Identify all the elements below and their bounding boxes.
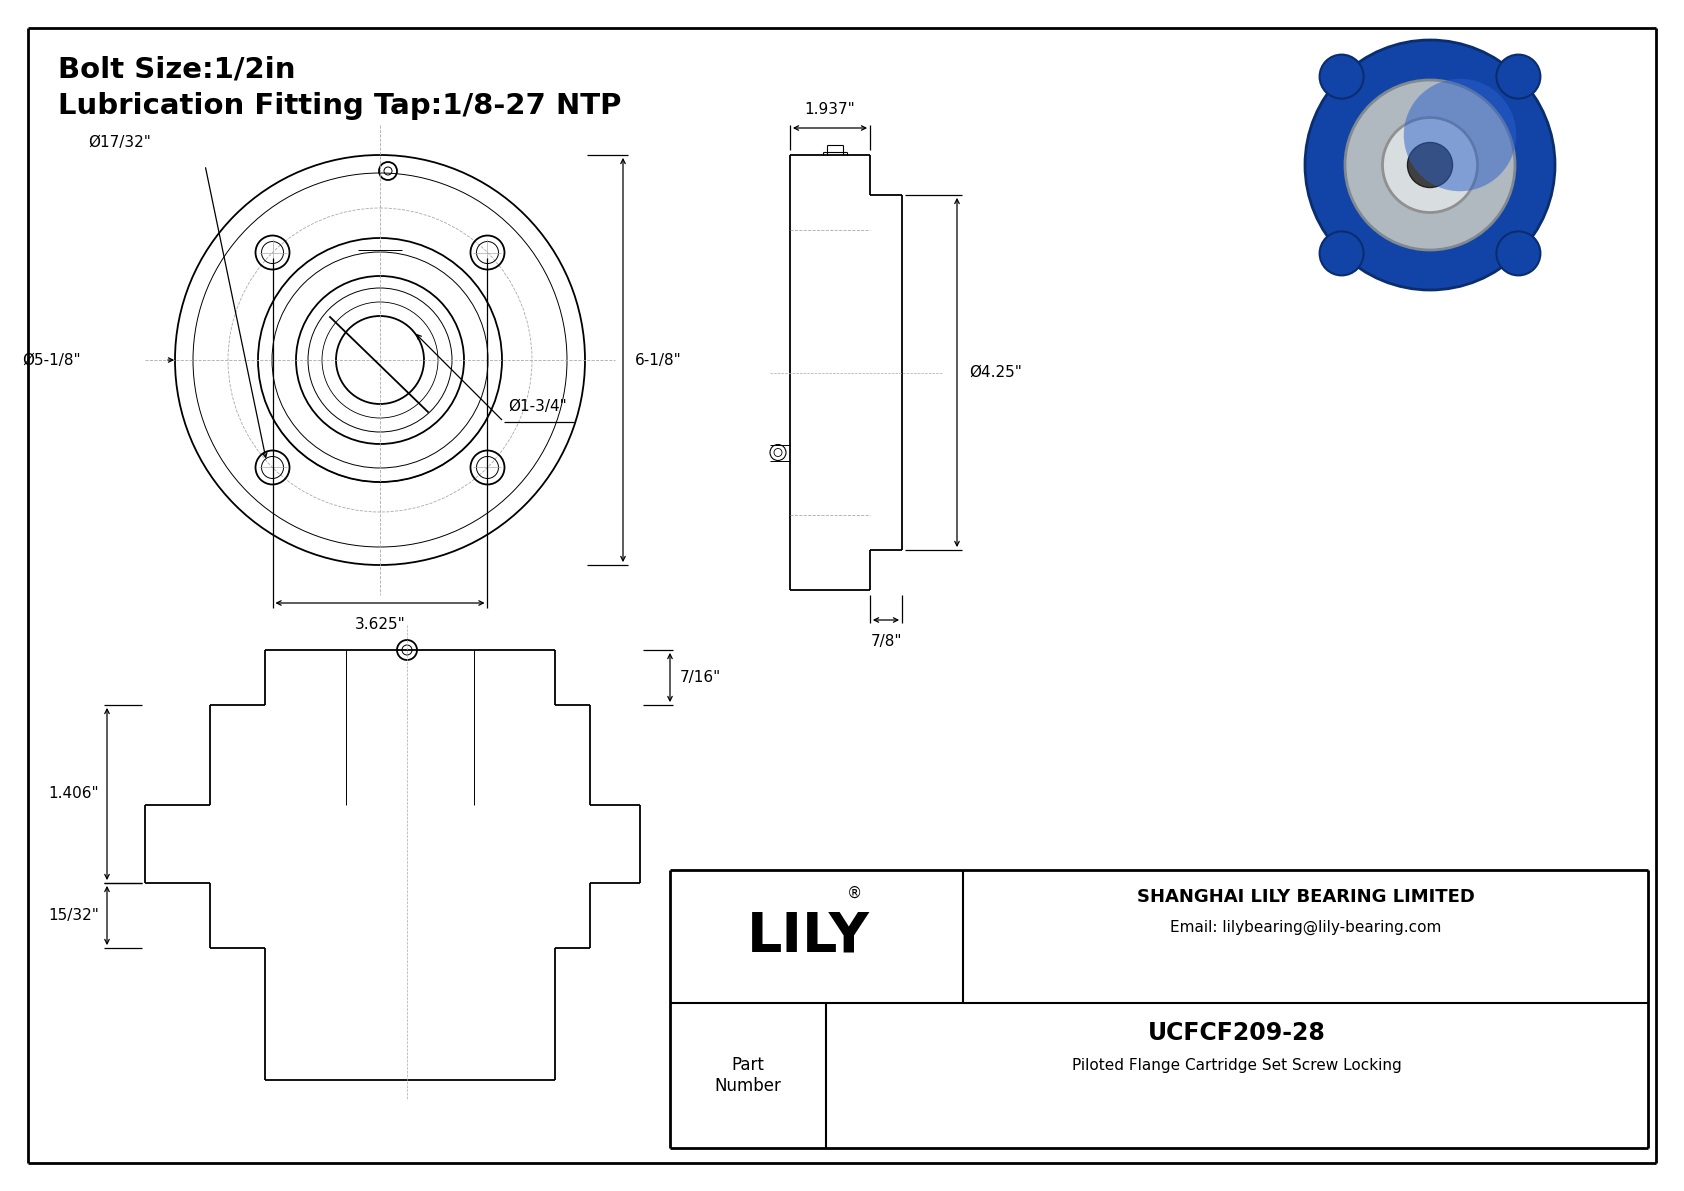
Text: 1.937": 1.937" xyxy=(805,102,855,117)
Circle shape xyxy=(1408,143,1453,187)
Circle shape xyxy=(1497,55,1541,99)
Text: UCFCF209-28: UCFCF209-28 xyxy=(1148,1022,1327,1046)
Text: 15/32": 15/32" xyxy=(49,908,99,923)
Text: Piloted Flange Cartridge Set Screw Locking: Piloted Flange Cartridge Set Screw Locki… xyxy=(1073,1059,1403,1073)
Circle shape xyxy=(1320,55,1364,99)
Text: Ø4.25": Ø4.25" xyxy=(968,364,1022,380)
Circle shape xyxy=(1320,231,1364,275)
Text: Email: lilybearing@lily-bearing.com: Email: lilybearing@lily-bearing.com xyxy=(1170,919,1442,935)
Text: ®: ® xyxy=(847,886,862,902)
Circle shape xyxy=(1497,231,1541,275)
Circle shape xyxy=(1404,79,1516,192)
Text: Ø17/32": Ø17/32" xyxy=(88,135,152,150)
Text: 6-1/8": 6-1/8" xyxy=(635,353,682,368)
Text: Lubrication Fitting Tap:1/8-27 NTP: Lubrication Fitting Tap:1/8-27 NTP xyxy=(57,92,621,120)
Text: 1.406": 1.406" xyxy=(49,786,99,802)
Text: 7/16": 7/16" xyxy=(680,671,721,685)
Text: Ø5-1/8": Ø5-1/8" xyxy=(22,353,81,368)
Text: Bolt Size:1/2in: Bolt Size:1/2in xyxy=(57,55,295,83)
Text: LILY: LILY xyxy=(748,910,871,964)
Text: 3.625": 3.625" xyxy=(355,617,406,632)
Circle shape xyxy=(1346,80,1516,250)
Text: SHANGHAI LILY BEARING LIMITED: SHANGHAI LILY BEARING LIMITED xyxy=(1137,888,1475,906)
Text: Part
Number: Part Number xyxy=(714,1056,781,1095)
Circle shape xyxy=(1305,40,1554,289)
Text: Ø1-3/4": Ø1-3/4" xyxy=(509,399,568,413)
Circle shape xyxy=(1383,118,1477,212)
Text: 7/8": 7/8" xyxy=(871,634,901,649)
